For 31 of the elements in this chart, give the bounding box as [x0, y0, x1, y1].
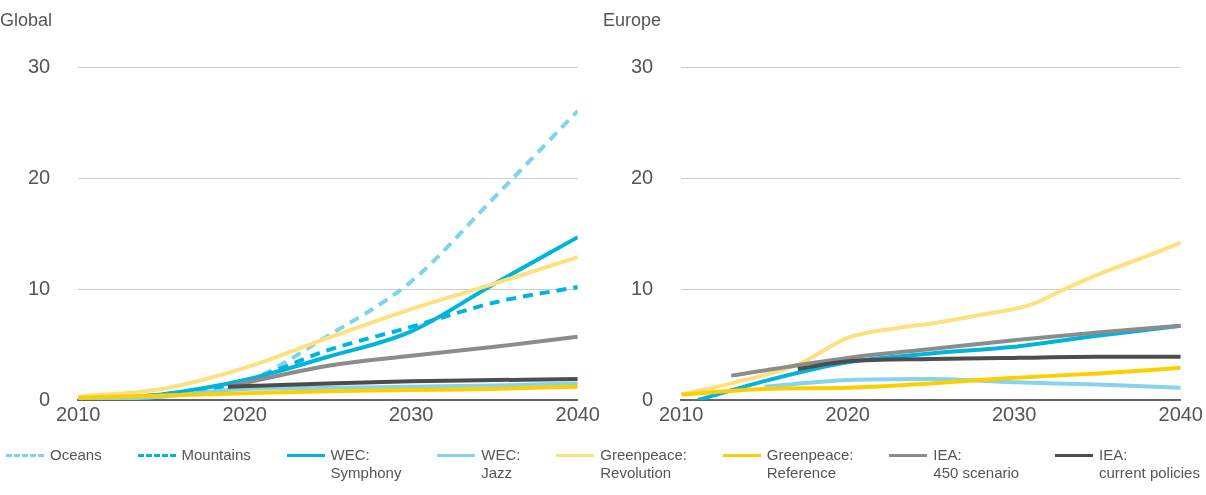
- line-series: [681, 365, 1181, 397]
- line-series: [762, 376, 1181, 390]
- legend-label: IEA: current policies: [1099, 446, 1200, 482]
- line-series: [729, 323, 1181, 378]
- legend-label: IEA: 450 scenario: [933, 446, 1020, 482]
- line-series: [795, 354, 1181, 371]
- x-tick-label: 2030: [389, 402, 434, 425]
- legend-label: Greenpeace: Revolution: [600, 446, 687, 482]
- x-tick-label: 2040: [1158, 402, 1203, 425]
- y-tick-label: 0: [39, 387, 51, 410]
- legend-label: WEC: Symphony: [330, 446, 402, 482]
- chart-title: Europe: [603, 9, 662, 30]
- y-tick-label: 30: [631, 55, 654, 78]
- x-tick-label: 2030: [992, 402, 1037, 425]
- legend-label: Oceans: [50, 446, 102, 464]
- y-tick-label: 10: [28, 276, 51, 299]
- y-tick-label: 0: [642, 387, 654, 410]
- chart-title: Global: [0, 9, 53, 30]
- x-tick-label: 2010: [659, 402, 704, 425]
- x-tick-label: 2010: [56, 402, 101, 425]
- y-tick-label: 10: [631, 276, 654, 299]
- y-tick-label: 30: [28, 55, 51, 78]
- legend-label: Greenpeace: Reference: [766, 446, 854, 482]
- x-tick-label: 2020: [825, 402, 870, 425]
- y-tick-label: 20: [28, 165, 51, 188]
- legend-label: Mountains: [181, 446, 251, 464]
- x-tick-label: 2040: [555, 402, 600, 425]
- legend-label: WEC: Jazz: [481, 446, 521, 482]
- y-tick-label: 20: [631, 165, 654, 188]
- line-series: [226, 376, 578, 389]
- x-tick-label: 2020: [222, 402, 267, 425]
